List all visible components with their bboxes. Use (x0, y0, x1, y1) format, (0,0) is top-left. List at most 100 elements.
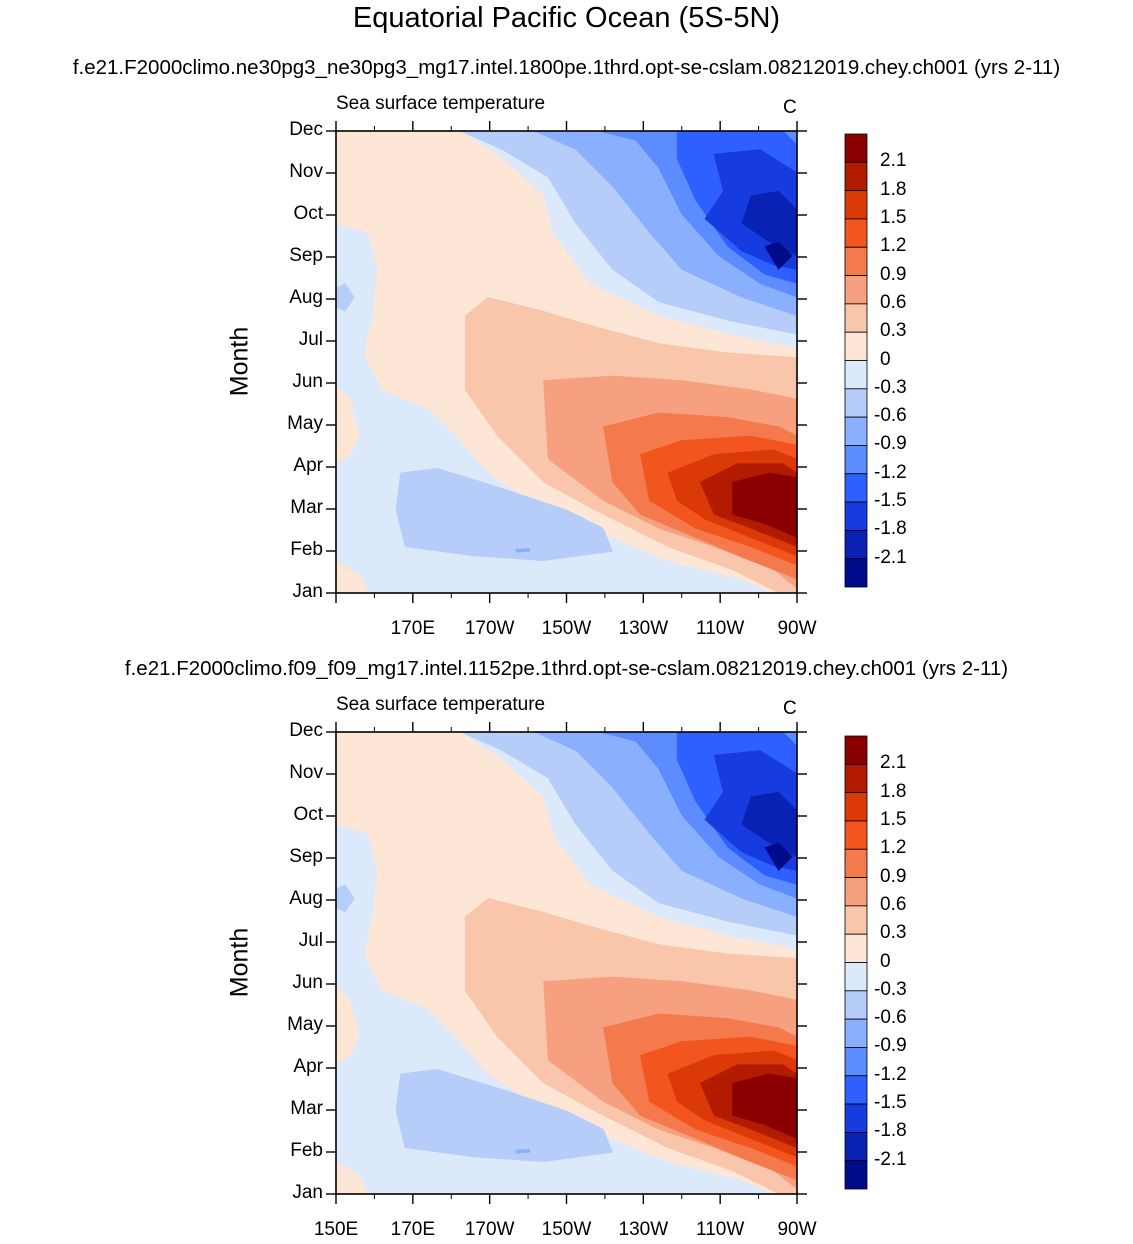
y-tick-label-feb: Feb (290, 1140, 323, 1161)
y-tick-label-jan: Jan (292, 1182, 323, 1203)
colorbar-box-2 (844, 792, 868, 822)
panel-1-units-label: C (783, 97, 797, 118)
colorbar-box-8 (844, 360, 868, 390)
colorbar-box-12 (844, 473, 868, 503)
colorbar-label: 1.5 (880, 808, 907, 830)
colorbar-label: 0.3 (880, 922, 907, 944)
colorbar-label: 0.9 (880, 263, 907, 285)
y-tick-label-aug: Aug (289, 888, 323, 909)
colorbar-label: 1.8 (880, 178, 907, 200)
colorbar-box-13 (844, 1103, 868, 1133)
colorbar-label: -1.2 (874, 1063, 907, 1085)
colorbar-label: -1.8 (874, 1120, 907, 1142)
colorbar-box-8 (844, 962, 868, 992)
contour-fill-2 (336, 824, 374, 991)
contour-fill-2 (336, 223, 374, 390)
y-tick-label-aug: Aug (289, 287, 323, 308)
y-tick-label-sep: Sep (289, 846, 323, 867)
x-tick-label-130w: 130W (618, 1219, 669, 1240)
contour-fill-20 (336, 283, 355, 312)
y-tick-label-oct: Oct (293, 804, 323, 825)
colorbar-box-12 (844, 1075, 868, 1105)
contour-fill-12 (732, 472, 797, 538)
y-tick-label-jan: Jan (292, 581, 323, 602)
colorbar-box-11 (844, 1047, 868, 1077)
x-tick-label-130w: 130W (618, 618, 669, 639)
panel-1-contours (336, 131, 797, 593)
colorbar-label: 0.6 (880, 893, 907, 915)
colorbar-label: -2.1 (874, 1148, 907, 1170)
contour-fill-5 (395, 1069, 613, 1162)
colorbar-label: -0.9 (874, 1035, 907, 1057)
contour-fill-20 (336, 884, 355, 913)
colorbar-label: -1.8 (874, 518, 907, 540)
colorbar-box-1 (844, 763, 868, 794)
colorbar-box-14 (844, 1131, 868, 1162)
panel-2-contours (336, 732, 797, 1194)
colorbar-label: -0.3 (874, 376, 907, 398)
contour-fill-21 (515, 1148, 530, 1154)
colorbar-box-15 (844, 1160, 868, 1190)
contour-fill-3 (336, 985, 360, 1065)
contour-fill-19 (764, 842, 793, 872)
x-tick-label-170e: 170E (390, 618, 436, 639)
y-tick-label-dec: Dec (289, 119, 323, 140)
colorbar-label: -1.5 (874, 490, 907, 512)
x-tick-label-110w: 110W (696, 618, 745, 639)
y-tick-label-sep: Sep (289, 245, 323, 266)
y-tick-label-apr: Apr (293, 455, 323, 476)
colorbar-label: -0.3 (874, 978, 907, 1000)
colorbar-label: -0.6 (874, 1007, 907, 1029)
y-tick-label-jun: Jun (292, 972, 323, 993)
colorbar-box-3 (844, 820, 868, 850)
contour-fill-5 (395, 468, 613, 561)
colorbar-label: 1.5 (880, 206, 907, 228)
colorbar-box-7 (844, 331, 868, 361)
colorbar-box-15 (844, 558, 868, 588)
y-tick-label-jun: Jun (292, 371, 323, 392)
colorbar-label: 0.3 (880, 320, 907, 342)
x-tick-label-150w: 150W (541, 618, 592, 639)
y-tick-label-nov: Nov (289, 762, 323, 783)
colorbar-label: 0 (880, 950, 891, 972)
colorbar-box-6 (844, 303, 868, 333)
contour-fill-19 (764, 241, 793, 271)
contour-fill-4 (336, 560, 369, 593)
colorbar-label: -0.9 (874, 433, 907, 455)
panel-1-variable-label: Sea surface temperature (336, 93, 546, 114)
contour-fill-4 (336, 1161, 369, 1194)
y-tick-label-oct: Oct (293, 203, 323, 224)
x-tick-label-170w: 170W (464, 618, 515, 639)
colorbar-box-6 (844, 905, 868, 935)
panel-2-variable-label: Sea surface temperature (336, 694, 546, 715)
y-tick-label-jul: Jul (298, 930, 323, 951)
panel-1 (326, 121, 868, 603)
colorbar-box-13 (844, 501, 868, 531)
y-tick-label-apr: Apr (293, 1056, 323, 1077)
y-tick-label-mar: Mar (290, 1098, 323, 1119)
panel-2 (326, 722, 868, 1204)
y-tick-label-dec: Dec (289, 720, 323, 741)
contour-fill-21 (515, 547, 530, 553)
y-tick-label-feb: Feb (290, 539, 323, 560)
colorbar-label: -1.2 (874, 461, 907, 483)
colorbar-box-10 (844, 416, 868, 446)
colorbar-box-9 (844, 388, 868, 418)
y-tick-label-may: May (287, 1014, 323, 1035)
colorbar-label: 0.9 (880, 865, 907, 887)
colorbar-box-0 (844, 133, 868, 163)
colorbar-box-9 (844, 990, 868, 1020)
colorbar-box-7 (844, 933, 868, 963)
x-tick-label-150e: 150E (313, 1219, 359, 1240)
colorbar-label: 0.6 (880, 291, 907, 313)
colorbar-label: 1.2 (880, 837, 907, 859)
colorbar-box-0 (844, 735, 868, 765)
colorbar-label: -1.5 (874, 1092, 907, 1114)
y-tick-label-mar: Mar (290, 497, 323, 518)
colorbar-box-5 (844, 877, 868, 907)
colorbar-label: -2.1 (874, 546, 907, 568)
colorbar-box-11 (844, 445, 868, 475)
contour-fill-18 (741, 791, 797, 857)
colorbar-box-14 (844, 529, 868, 560)
panel-1-case-title: f.e21.F2000climo.ne30pg3_ne30pg3_mg17.in… (72, 56, 1061, 79)
